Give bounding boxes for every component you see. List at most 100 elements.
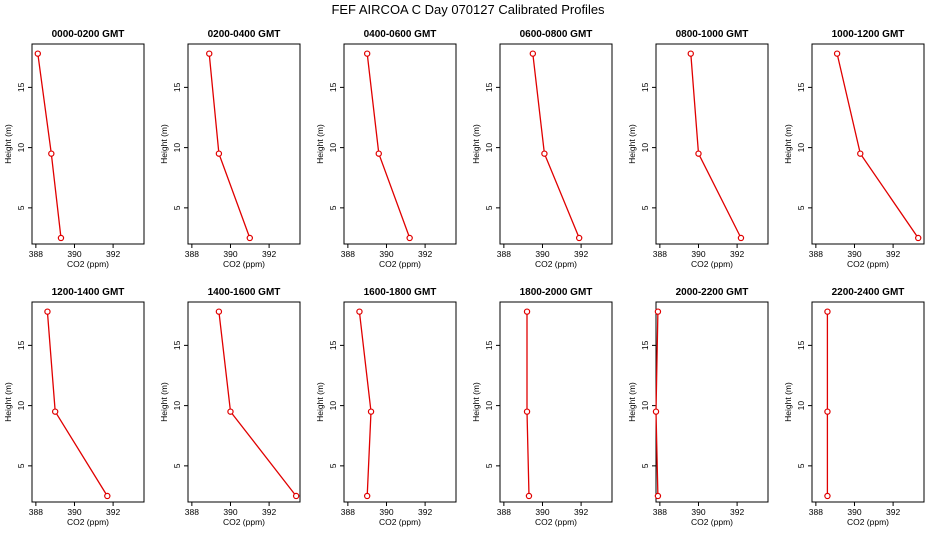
y-axis-label: Height (m) — [471, 382, 481, 422]
panel-7: 1200-1400 GMT 388 390 392 5 10 15 CO2 (ppm) Heig… — [3, 287, 145, 527]
plot-frame — [499, 43, 613, 245]
x-tick-label: 390 — [223, 249, 237, 259]
data-point — [363, 492, 371, 500]
y-tick-label: 5 — [16, 205, 26, 210]
x-tick-label: 390 — [535, 249, 549, 259]
x-tick-label: 388 — [497, 507, 511, 517]
panel-title: 1600-1800 GMT — [364, 287, 437, 298]
plot-frame — [811, 43, 925, 245]
y-axis-label: Height (m) — [627, 124, 637, 164]
x-tick-label: 392 — [886, 507, 900, 517]
data-point — [48, 150, 55, 157]
x-axis-label: CO2 (ppm) — [223, 517, 265, 527]
x-tick-label: 388 — [653, 249, 667, 259]
panel-10: 1800-2000 GMT 388 390 392 5 10 15 CO2 (ppm) Heig… — [471, 287, 613, 527]
panel-title: 0400-0600 GMT — [364, 29, 437, 40]
y-tick-label: 5 — [328, 463, 338, 468]
x-tick-label: 390 — [847, 249, 861, 259]
y-axis-label: Height (m) — [159, 124, 169, 164]
x-axis-label: CO2 (ppm) — [223, 259, 265, 269]
figure-title: FEF AIRCOA C Day 070127 Calibrated Profi… — [331, 2, 605, 17]
x-tick-label: 392 — [730, 249, 744, 259]
data-point — [541, 150, 548, 157]
data-point — [375, 150, 382, 157]
y-axis-label: Height (m) — [471, 124, 481, 164]
panel-title: 1000-1200 GMT — [832, 29, 905, 40]
y-tick-label: 15 — [16, 82, 26, 92]
y-axis-label: Height (m) — [783, 382, 793, 422]
panel-title: 0000-0200 GMT — [52, 29, 125, 40]
panel-8: 1400-1600 GMT 388 390 392 5 10 15 CO2 (ppm) Heig… — [159, 287, 301, 527]
y-tick-label: 15 — [796, 82, 806, 92]
y-tick-label: 15 — [484, 340, 494, 350]
data-point — [824, 408, 831, 415]
y-axis-label: Height (m) — [315, 124, 325, 164]
data-point — [525, 492, 533, 500]
data-point — [57, 234, 65, 242]
x-axis-label: CO2 (ppm) — [535, 517, 577, 527]
data-point — [523, 408, 531, 415]
x-tick-label: 388 — [341, 507, 355, 517]
data-point — [737, 234, 745, 242]
panel-2: 0200-0400 GMT 388 390 392 5 10 15 CO2 (ppm) Heig… — [159, 29, 301, 269]
data-point — [206, 50, 213, 57]
y-tick-label: 5 — [796, 205, 806, 210]
panel-1: 0000-0200 GMT 388 390 392 5 10 15 CO2 (ppm) Heig… — [3, 29, 145, 269]
panel-6: 1000-1200 GMT 388 390 392 5 10 15 CO2 (ppm) Heig… — [783, 29, 925, 269]
y-axis-label: Height (m) — [3, 382, 13, 422]
plot-frame — [343, 301, 457, 503]
y-tick-label: 10 — [328, 143, 338, 153]
data-point — [246, 234, 253, 242]
plot-frame — [655, 43, 769, 245]
profile-line — [366, 53, 411, 239]
x-tick-label: 392 — [418, 507, 432, 517]
y-tick-label: 5 — [484, 463, 494, 468]
data-point — [34, 50, 41, 57]
profile-line — [208, 53, 251, 239]
profile-line — [690, 53, 742, 239]
y-tick-label: 5 — [640, 205, 650, 210]
profile-line — [46, 311, 108, 497]
data-point — [406, 234, 413, 242]
y-axis-label: Height (m) — [159, 382, 169, 422]
x-axis-label: CO2 (ppm) — [379, 517, 421, 527]
y-tick-label: 5 — [16, 463, 26, 468]
profile-line — [836, 53, 919, 239]
x-tick-label: 392 — [574, 507, 588, 517]
y-tick-label: 15 — [328, 82, 338, 92]
data-point — [529, 50, 537, 57]
x-tick-label: 392 — [106, 249, 120, 259]
x-tick-label: 388 — [809, 507, 823, 517]
profile-line — [358, 311, 372, 497]
x-tick-label: 390 — [67, 249, 81, 259]
data-point — [363, 50, 371, 57]
y-tick-label: 10 — [640, 401, 650, 411]
data-point — [687, 50, 694, 57]
x-tick-label: 388 — [653, 507, 667, 517]
y-tick-label: 15 — [796, 340, 806, 350]
y-axis-label: Height (m) — [315, 382, 325, 422]
y-axis-label: Height (m) — [783, 124, 793, 164]
y-tick-label: 10 — [640, 143, 650, 153]
plot-frame — [811, 301, 925, 503]
y-axis-label: Height (m) — [3, 124, 13, 164]
y-tick-label: 10 — [796, 401, 806, 411]
x-tick-label: 388 — [29, 507, 43, 517]
plot-frame — [499, 301, 613, 503]
data-point — [654, 308, 662, 315]
panel-title: 1200-1400 GMT — [52, 287, 125, 298]
y-tick-label: 15 — [16, 340, 26, 350]
y-tick-label: 10 — [16, 401, 26, 411]
x-tick-label: 392 — [886, 249, 900, 259]
data-point — [695, 150, 702, 157]
data-point — [215, 150, 223, 157]
data-point — [104, 492, 111, 500]
x-axis-label: CO2 (ppm) — [691, 517, 733, 527]
data-point — [367, 408, 375, 415]
y-axis-label: Height (m) — [627, 382, 637, 422]
x-axis-label: CO2 (ppm) — [67, 259, 109, 269]
panel-12: 2200-2400 GMT 388 390 392 5 10 15 CO2 (ppm) Heig… — [783, 287, 925, 527]
data-point — [356, 308, 363, 315]
y-tick-label: 15 — [640, 82, 650, 92]
